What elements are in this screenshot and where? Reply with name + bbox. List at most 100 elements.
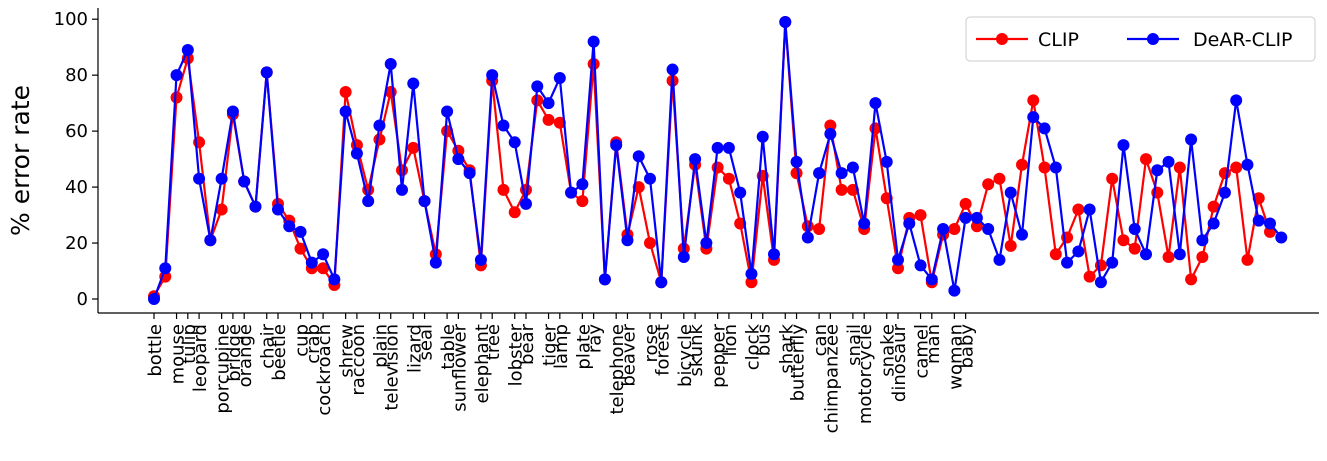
data-point-dear-clip	[1264, 217, 1276, 230]
data-point-dear-clip	[1061, 256, 1074, 269]
data-point-clip	[1140, 153, 1152, 166]
x-tick-label-crab: crab	[303, 324, 324, 364]
data-point-clip	[407, 141, 420, 154]
data-point-dear-clip	[1162, 155, 1175, 168]
data-point-dear-clip	[1140, 248, 1152, 261]
data-point-dear-clip	[700, 237, 713, 250]
data-point-clip	[1162, 251, 1175, 264]
data-point-dear-clip	[745, 267, 758, 280]
data-point-dear-clip	[486, 69, 499, 82]
data-point-clip	[1072, 203, 1085, 216]
x-tick-label-chair: chair	[258, 323, 279, 368]
data-point-dear-clip	[542, 97, 555, 110]
data-point-clip	[1106, 172, 1119, 185]
data-point-dear-clip	[598, 273, 611, 286]
x-tick-label-lion: lion	[720, 324, 741, 356]
x-tick-label-shrew: shrew	[337, 324, 358, 378]
data-point-clip	[813, 223, 826, 236]
y-tick-label: 40	[65, 177, 88, 198]
data-point-clip	[1173, 161, 1186, 174]
data-point-dear-clip	[925, 273, 938, 286]
data-point-dear-clip	[869, 97, 882, 110]
data-point-clip	[1218, 167, 1231, 180]
data-point-dear-clip	[576, 178, 589, 191]
legend-label-clip: CLIP	[1038, 29, 1079, 51]
data-point-dear-clip	[531, 80, 544, 93]
data-point-dear-clip	[1252, 214, 1265, 227]
data-point-dear-clip	[1151, 164, 1164, 177]
data-point-dear-clip	[373, 119, 386, 132]
x-tick-label-bus: bus	[754, 324, 775, 356]
data-point-dear-clip	[1128, 223, 1141, 236]
data-point-dear-clip	[722, 141, 735, 154]
data-point-dear-clip	[305, 256, 318, 269]
x-tick-label-mouse: mouse	[168, 324, 189, 384]
x-tick-label-lobster: lobster	[506, 323, 527, 386]
data-point-dear-clip	[858, 217, 871, 230]
data-point-dear-clip	[226, 105, 239, 118]
x-tick-label-snake: snake	[878, 324, 899, 377]
y-tick-label: 0	[77, 289, 88, 310]
data-point-dear-clip	[565, 186, 578, 199]
data-point-dear-clip	[1106, 256, 1119, 269]
data-point-clip	[396, 164, 408, 177]
data-point-dear-clip	[1072, 245, 1085, 258]
data-point-dear-clip	[1230, 94, 1243, 107]
data-point-dear-clip	[407, 77, 420, 90]
data-point-dear-clip	[914, 259, 927, 272]
data-point-dear-clip	[587, 35, 600, 48]
y-axis-label: % error rate	[6, 85, 35, 236]
data-point-dear-clip	[813, 167, 826, 180]
data-point-clip	[373, 133, 386, 146]
data-point-clip	[1038, 161, 1051, 174]
data-point-clip	[508, 206, 521, 219]
data-point-dear-clip	[948, 284, 961, 297]
x-tick-label-tiger: tiger	[540, 323, 561, 366]
x-tick-label-tree: tree	[483, 324, 504, 360]
data-point-dear-clip	[846, 161, 859, 174]
data-point-clip	[1196, 251, 1209, 264]
data-point-dear-clip	[880, 155, 893, 168]
data-point-clip	[576, 195, 589, 208]
data-point-dear-clip	[892, 253, 904, 266]
x-tick-label-shark: shark	[776, 323, 797, 373]
data-point-dear-clip	[1275, 231, 1288, 244]
data-point-dear-clip	[937, 223, 950, 236]
data-point-dear-clip	[982, 223, 995, 236]
data-point-clip	[1207, 200, 1220, 213]
legend: CLIP DeAR-CLIP	[965, 16, 1316, 62]
x-tick-label-tulip: tulip	[179, 324, 200, 364]
data-point-dear-clip	[610, 139, 623, 152]
data-point-clip	[1117, 234, 1130, 247]
data-point-dear-clip	[1196, 234, 1209, 247]
data-point-clip	[1128, 242, 1141, 255]
x-tick-label-clock: clock	[742, 323, 763, 370]
data-point-dear-clip	[711, 141, 724, 154]
data-point-dear-clip	[339, 105, 352, 118]
data-point-clip	[294, 242, 307, 255]
x-tick-label-beetle: beetle	[269, 324, 290, 381]
data-point-dear-clip	[441, 105, 454, 118]
x-tick-label-orange: orange	[235, 324, 256, 387]
data-point-dear-clip	[655, 276, 668, 289]
data-point-dear-clip	[148, 293, 160, 306]
data-point-dear-clip	[260, 66, 273, 79]
data-point-dear-clip	[1016, 228, 1028, 241]
data-point-dear-clip	[520, 197, 532, 210]
data-point-dear-clip	[317, 248, 330, 261]
data-point-dear-clip	[1027, 111, 1040, 124]
data-point-dear-clip	[632, 150, 645, 163]
data-point-dear-clip	[1185, 133, 1198, 146]
x-tick-label-cockroach: cockroach	[314, 324, 335, 416]
data-point-clip	[993, 172, 1006, 185]
x-tick-label-rose: rose	[641, 324, 662, 362]
data-point-clip	[317, 262, 330, 275]
data-point-dear-clip	[1117, 139, 1130, 152]
data-point-clip	[1027, 94, 1040, 107]
x-tick-label-television: television	[382, 324, 403, 411]
x-tick-label-chimpanzee: chimpanzee	[821, 324, 842, 433]
data-point-dear-clip	[1004, 186, 1017, 199]
data-point-dear-clip	[215, 172, 228, 185]
